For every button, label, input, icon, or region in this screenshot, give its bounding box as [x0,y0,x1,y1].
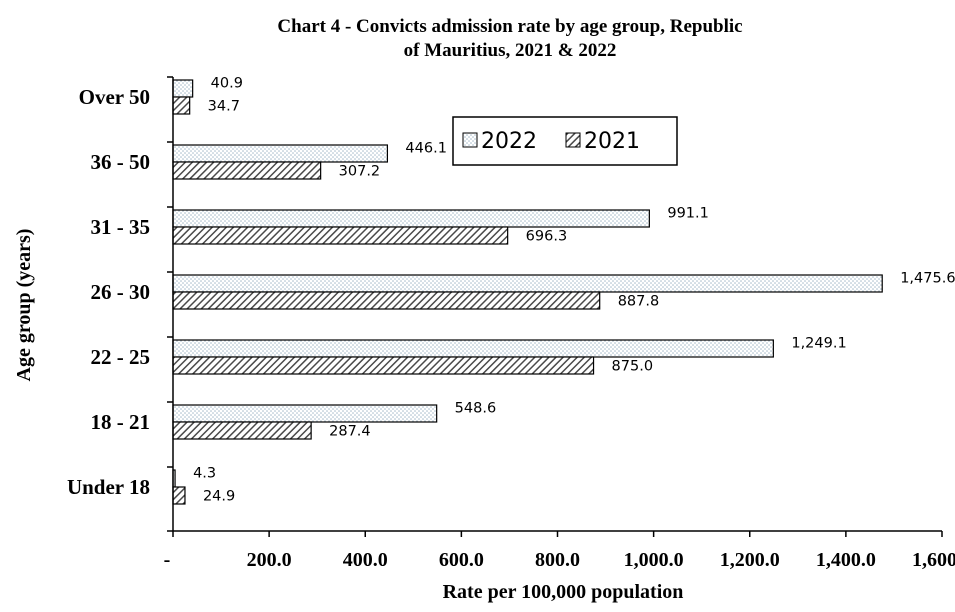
x-tick-label-2: 400.0 [343,549,388,571]
category-labels-group: Over 50 36 - 50 31 - 35 26 - 30 22 - 25 18 - … [67,85,150,499]
legend-swatch-2022 [462,132,478,148]
x-tick-label-5: 1,000.0 [624,549,684,571]
data-label-2021-18-21: 287.4 [329,424,371,440]
bar-2021-under-18 [172,486,186,505]
legend: 2022 2021 [452,116,678,166]
bar-2021-over-50 [172,96,191,115]
category-label-26-30: 26 - 30 [91,280,151,304]
legend-label-2022: 2022 [481,129,537,154]
axes-group [167,76,942,532]
x-tick-label-8: 1,600.0 [912,549,955,571]
data-labels-group: 40.9 34.7 446.1 307.2 991.1 696.3 1,475.6 887.8… [193,76,955,505]
bar-2022-31-35 [172,209,650,228]
x-tick-label-0: - [164,549,171,571]
bar-2022-36-50 [172,144,389,163]
x-tick-label-7: 1,400.0 [816,549,876,571]
data-label-2022-22-25: 1,249.1 [791,336,846,352]
data-label-2022-over-50: 40.9 [211,76,243,92]
x-axis-title: Rate per 100,000 population [443,581,684,603]
x-ticks-group: - 200.0 400.0 600.0 800.0 1,000.0 1,200.0 1,400… [164,531,955,571]
data-label-2022-18-21: 548.6 [455,401,497,417]
data-label-2022-26-30: 1,475.6 [900,271,955,287]
x-tick-label-4: 800.0 [535,549,580,571]
category-label-18-21: 18 - 21 [91,410,151,434]
data-label-2021-31-35: 696.3 [526,229,568,245]
legend-box [452,116,678,166]
legend-swatch-2021 [565,132,581,148]
category-label-over-50: Over 50 [79,85,150,109]
data-label-2021-over-50: 34.7 [208,99,240,115]
x-tick-label-6: 1,200.0 [720,549,780,571]
bar-2021-36-50 [172,161,322,180]
bar-2022-18-21 [172,404,438,423]
data-label-2022-under-18: 4.3 [193,466,216,482]
data-label-2021-22-25: 875.0 [612,359,654,375]
category-label-under-18: Under 18 [67,475,150,499]
bar-2021-31-35 [172,226,509,245]
chart-title-line-2: of Mauritius, 2021 & 2022 [404,40,617,61]
y-axis-title: Age group (years) [13,229,35,382]
legend-label-2021: 2021 [584,129,640,154]
bar-2021-18-21 [172,421,312,440]
x-tick-label-3: 600.0 [439,549,484,571]
data-label-2021-36-50: 307.2 [339,164,381,180]
bar-2021-22-25 [172,356,595,375]
bar-2022-26-30 [172,274,883,293]
data-label-2022-31-35: 991.1 [667,206,709,222]
chart-title-line-1: Chart 4 - Convicts admission rate by age… [277,16,742,37]
category-label-22-25: 22 - 25 [91,345,151,369]
data-label-2021-26-30: 887.8 [618,294,660,310]
data-label-2021-under-18: 24.9 [203,489,235,505]
data-label-2022-36-50: 446.1 [405,141,447,157]
category-label-36-50: 36 - 50 [91,150,151,174]
x-tick-label-1: 200.0 [247,549,292,571]
category-label-31-35: 31 - 35 [91,215,151,239]
bar-2021-26-30 [172,291,601,310]
bar-2022-over-50 [172,79,194,98]
bar-2022-22-25 [172,339,774,358]
